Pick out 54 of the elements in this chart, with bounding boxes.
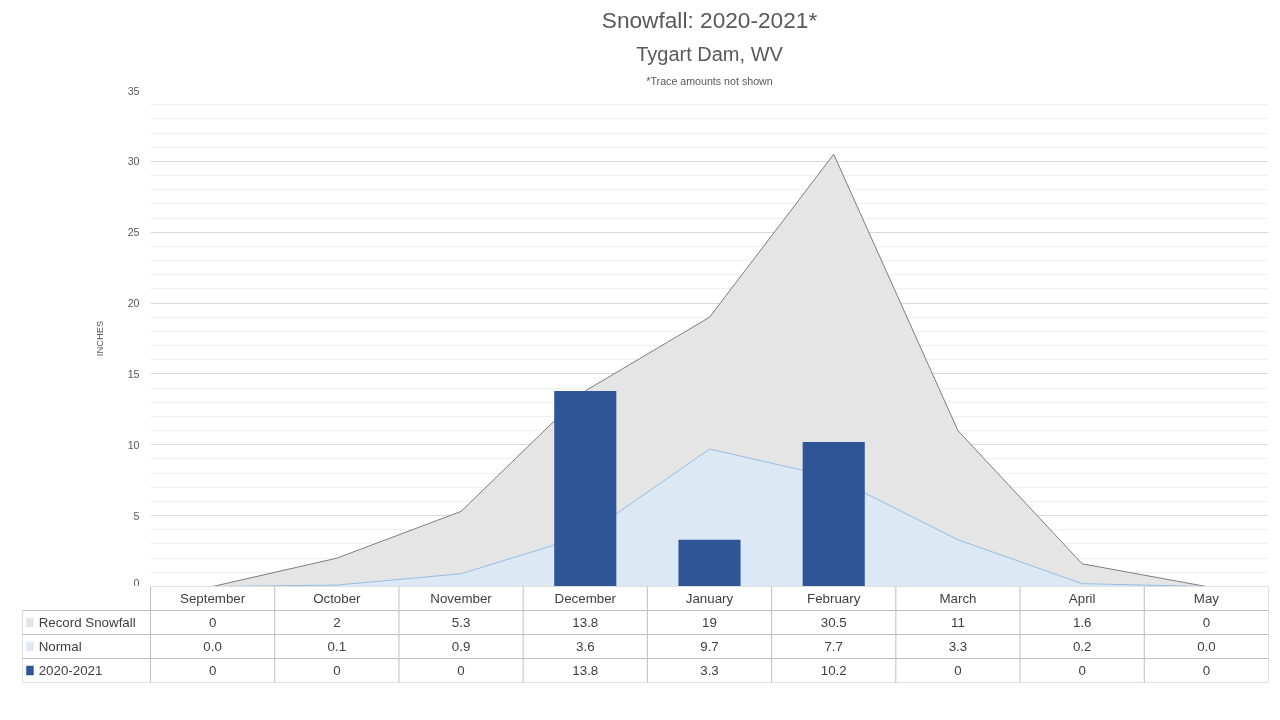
data-label: 10.2 xyxy=(820,663,847,678)
legend-label: 2020-2021 xyxy=(38,663,103,678)
y-tick-label: 0 xyxy=(133,576,140,589)
data-label: 11 xyxy=(951,615,965,630)
x-tick-label: November xyxy=(430,591,493,606)
data-label: 2 xyxy=(333,615,341,630)
x-tick-label: April xyxy=(1068,591,1096,606)
data-label: 3.3 xyxy=(700,663,719,678)
data-label: 1.6 xyxy=(1072,615,1092,630)
y-tick-label: 15 xyxy=(127,367,140,380)
data-label: 9.7 xyxy=(700,639,719,654)
x-tick-label: February xyxy=(807,591,861,606)
data-label: 0 xyxy=(208,615,217,630)
data-label: 0.0 xyxy=(203,639,222,654)
y-tick-label: 35 xyxy=(127,84,140,97)
x-tick-label: December xyxy=(554,591,617,606)
bar xyxy=(678,539,741,586)
x-tick-label: May xyxy=(1193,591,1220,606)
x-tick-label: January xyxy=(685,591,734,606)
data-label: 30.5 xyxy=(820,615,847,630)
data-label: 3.3 xyxy=(948,639,968,654)
data-label: 0.2 xyxy=(1072,639,1092,654)
x-tick-label: March xyxy=(939,591,977,606)
x-tick-label: October xyxy=(313,591,362,606)
data-label: 0.9 xyxy=(451,639,471,654)
y-tick-label: 5 xyxy=(133,509,140,522)
chart-subtitle: Tygart Dam, WV xyxy=(636,42,784,65)
y-tick-label: 30 xyxy=(127,155,140,168)
legend-label: Record Snowfall xyxy=(38,615,136,630)
data-label: 0 xyxy=(954,663,962,678)
y-tick-label: 20 xyxy=(127,297,140,310)
data-label: 0 xyxy=(333,663,341,678)
y-tick-label: 10 xyxy=(127,438,140,451)
data-label: 0 xyxy=(208,663,217,678)
bar xyxy=(554,390,617,586)
data-label: 13.8 xyxy=(572,615,599,630)
data-label: 19 xyxy=(702,615,717,630)
text: *Trace amounts not shown xyxy=(646,74,773,87)
data-label: 0.1 xyxy=(327,639,347,654)
chart-title: Snowfall: 2020-2021* xyxy=(601,6,818,33)
legend-label: Normal xyxy=(38,639,82,654)
y-axis-title: INCHES xyxy=(94,320,105,357)
data-label: 3.6 xyxy=(576,639,595,654)
data-label: 7.7 xyxy=(824,639,843,654)
data-label: 5.3 xyxy=(451,615,471,630)
data-label: 0 xyxy=(1078,663,1086,678)
data-label: 0 xyxy=(457,663,465,678)
data-label: 0 xyxy=(1202,615,1211,630)
data-label: 0 xyxy=(1202,663,1211,678)
x-tick-label: September xyxy=(180,591,246,606)
bar xyxy=(802,441,865,586)
data-label: 0.0 xyxy=(1197,639,1216,654)
y-tick-label: 25 xyxy=(127,226,140,239)
data-label: 13.8 xyxy=(572,663,599,678)
